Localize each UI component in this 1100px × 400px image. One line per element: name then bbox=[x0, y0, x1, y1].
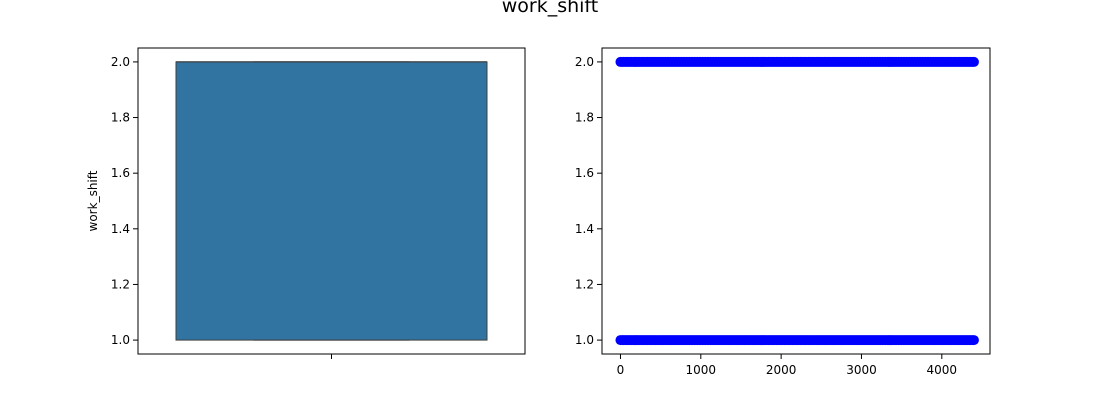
scatter-x-tick-label: 1000 bbox=[686, 363, 717, 377]
scatter-x-tick-label: 4000 bbox=[927, 363, 958, 377]
boxplot-y-axis-label: work_shift bbox=[86, 170, 100, 231]
scatter-axes: 1.0 1.2 1.4 1.6 1.8 2.0 0 1000 2000 3000 4000 bbox=[575, 47, 991, 377]
boxplot-y-tick-label: 1.2 bbox=[111, 277, 130, 291]
scatter-x-tick-label: 3000 bbox=[846, 363, 877, 377]
boxplot-y-tick-label: 1.8 bbox=[111, 111, 130, 125]
figure-title: work_shift bbox=[502, 0, 599, 17]
scatter-point bbox=[968, 56, 979, 67]
scatter-x-ticks: 0 1000 2000 3000 4000 bbox=[617, 354, 957, 377]
scatter-x-tick-label: 2000 bbox=[766, 363, 797, 377]
scatter-y-tick-label: 1.0 bbox=[575, 333, 594, 347]
boxplot-y-tick-label: 1.4 bbox=[111, 222, 130, 236]
boxplot-axes: 1.0 1.2 1.4 1.6 1.8 2.0 work_shift bbox=[86, 47, 526, 359]
scatter-y-tick-label: 1.6 bbox=[575, 166, 594, 180]
scatter-points bbox=[615, 56, 979, 346]
scatter-y-ticks: 1.0 1.2 1.4 1.6 1.8 2.0 bbox=[575, 55, 602, 347]
boxplot-box bbox=[175, 61, 488, 341]
scatter-x-tick-label: 0 bbox=[617, 363, 625, 377]
boxplot-y-tick-label: 1.0 bbox=[111, 333, 130, 347]
scatter-frame bbox=[601, 47, 991, 355]
scatter-point bbox=[968, 335, 979, 346]
scatter-y-tick-label: 1.4 bbox=[575, 222, 594, 236]
boxplot-box-group bbox=[175, 61, 488, 341]
scatter-y-tick-label: 1.8 bbox=[575, 111, 594, 125]
scatter-y-tick-label: 1.2 bbox=[575, 277, 594, 291]
boxplot-y-tick-label: 1.6 bbox=[111, 166, 130, 180]
boxplot-y-ticks: 1.0 1.2 1.4 1.6 1.8 2.0 bbox=[111, 55, 138, 347]
boxplot-y-tick-label: 2.0 bbox=[111, 55, 130, 69]
scatter-y-tick-label: 2.0 bbox=[575, 55, 594, 69]
